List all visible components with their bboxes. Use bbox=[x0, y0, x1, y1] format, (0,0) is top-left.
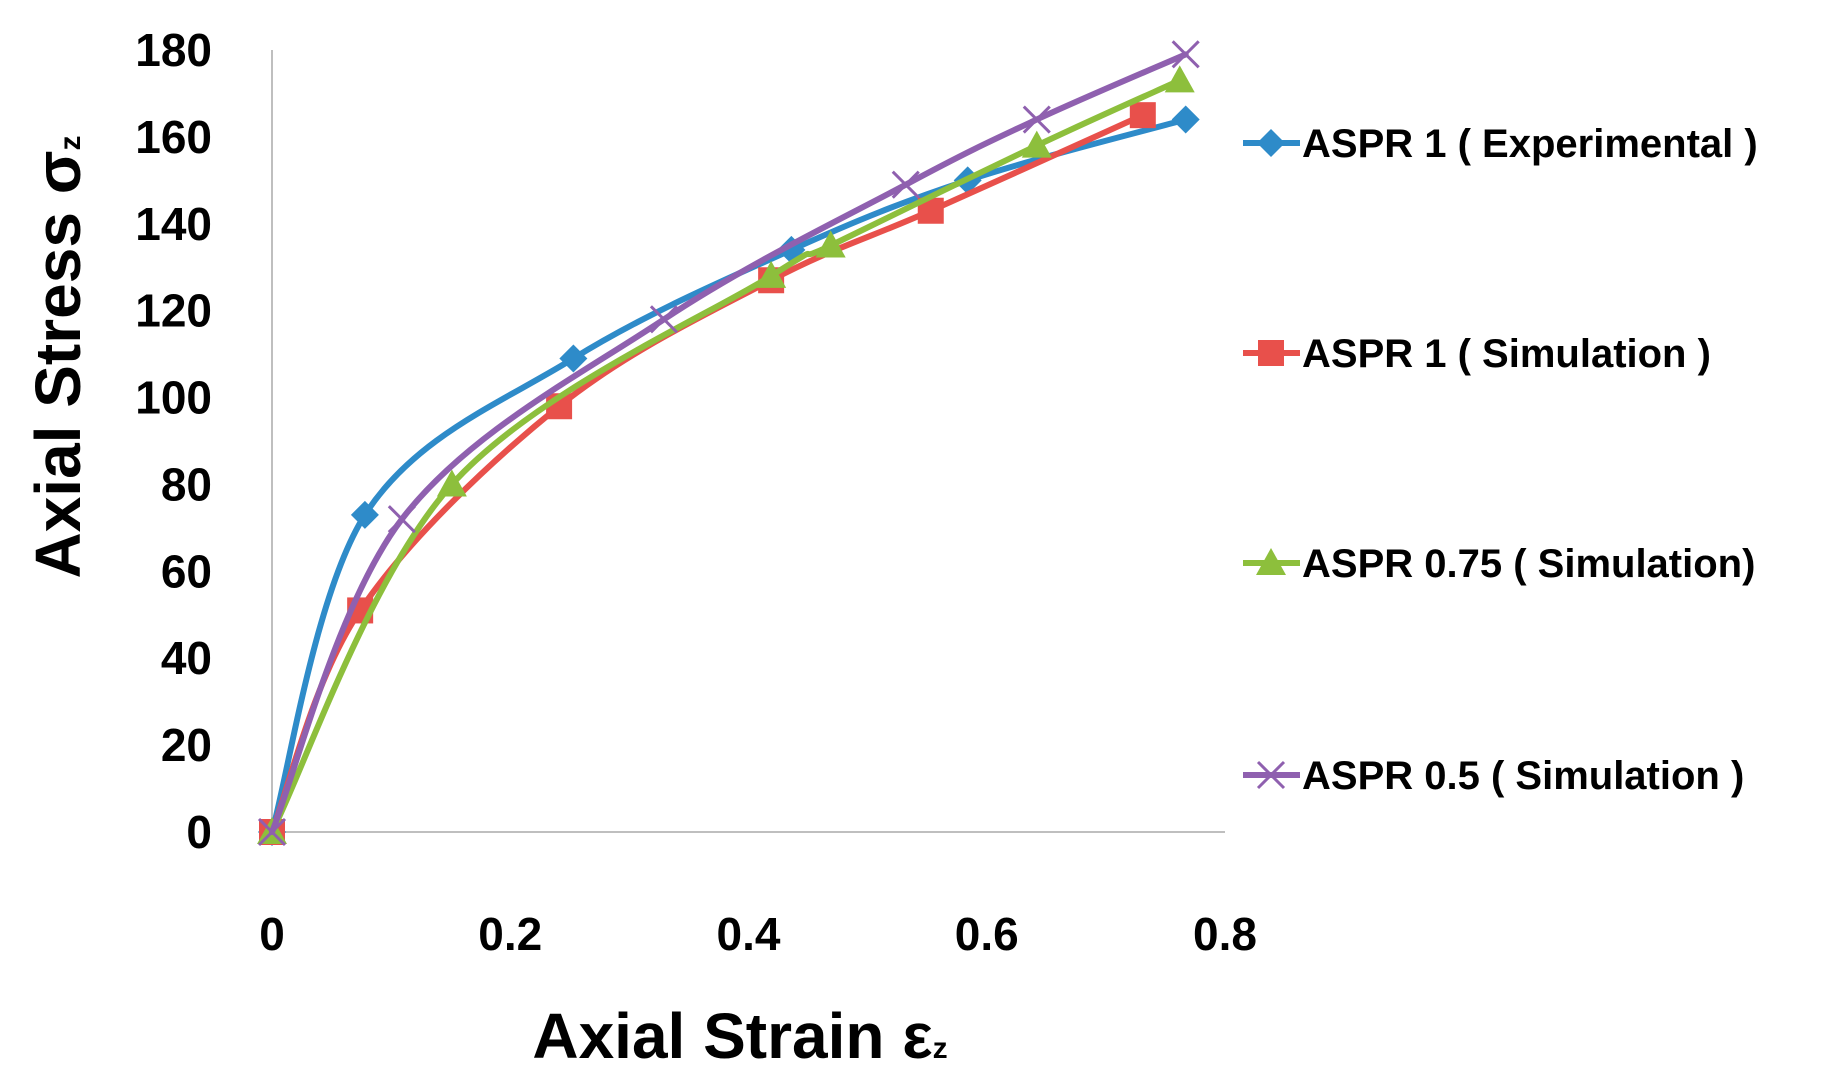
legend-label: ASPR 1 ( Experimental ) bbox=[1302, 122, 1758, 166]
data-point bbox=[891, 170, 920, 199]
x-axis-title: Axial Strain εz bbox=[532, 1000, 947, 1072]
x-tick-label: 0.6 bbox=[955, 908, 1019, 960]
x-tick-label: 0.4 bbox=[717, 908, 781, 960]
series-4 bbox=[257, 40, 1200, 847]
series-3 bbox=[257, 65, 1195, 844]
series-1 bbox=[258, 105, 1200, 846]
y-tick-label: 120 bbox=[135, 285, 212, 337]
y-tick-label: 0 bbox=[186, 806, 212, 858]
marker-stroke bbox=[387, 505, 416, 534]
marker-stroke bbox=[1022, 105, 1051, 134]
y-axis-title-main: Axial Stress σ bbox=[22, 151, 94, 579]
y-axis-title-sub: z bbox=[54, 136, 87, 151]
marker-stroke bbox=[649, 305, 678, 334]
marker-stroke bbox=[257, 817, 287, 847]
series-line bbox=[269, 51, 1189, 835]
x-tick-label: 0.2 bbox=[478, 908, 542, 960]
x-tick-label: 0 bbox=[259, 908, 285, 960]
marker-stroke bbox=[891, 170, 920, 199]
series-layer bbox=[257, 40, 1200, 847]
legend-marker bbox=[1256, 548, 1286, 575]
data-point bbox=[436, 469, 467, 497]
data-point bbox=[756, 260, 787, 288]
legend: ASPR 1 ( Experimental ) ASPR 1 ( Simulati… bbox=[1243, 122, 1758, 798]
x-axis-title-main: Axial Strain ε bbox=[532, 1000, 932, 1072]
legend-marker bbox=[1256, 760, 1286, 790]
legend-item: ASPR 1 ( Simulation ) bbox=[1243, 332, 1711, 376]
y-tick-label: 60 bbox=[161, 545, 212, 597]
y-axis-title: Axial Stress σz bbox=[22, 136, 94, 579]
legend-label: ASPR 0.5 ( Simulation ) bbox=[1302, 754, 1744, 798]
legend-marker bbox=[1257, 129, 1285, 157]
series-2 bbox=[259, 102, 1156, 845]
legend-item: ASPR 1 ( Experimental ) bbox=[1243, 122, 1758, 166]
legend-label: ASPR 0.75 ( Simulation) bbox=[1302, 542, 1755, 586]
marker-stroke bbox=[1171, 40, 1200, 69]
y-tick-label: 20 bbox=[161, 719, 212, 771]
series-line bbox=[269, 116, 1189, 835]
data-point bbox=[1171, 40, 1200, 69]
y-tick-label: 80 bbox=[161, 458, 212, 510]
legend-item: ASPR 0.75 ( Simulation) bbox=[1243, 542, 1755, 586]
series-line bbox=[269, 77, 1183, 835]
y-tick-label: 160 bbox=[135, 111, 212, 163]
legend-label: ASPR 1 ( Simulation ) bbox=[1302, 332, 1711, 376]
y-tick-label: 140 bbox=[135, 198, 212, 250]
y-tick-labels: 0 20 40 60 80 100 120 140 160 180 bbox=[135, 24, 212, 858]
legend-item: ASPR 0.5 ( Simulation ) bbox=[1243, 754, 1744, 798]
axes bbox=[271, 50, 1225, 833]
data-point bbox=[257, 817, 287, 847]
x-tick-labels: 0 0.2 0.4 0.6 0.8 bbox=[259, 908, 1257, 960]
y-tick-label: 40 bbox=[161, 632, 212, 684]
data-point bbox=[815, 230, 846, 258]
data-point bbox=[1021, 130, 1052, 158]
data-point bbox=[1164, 65, 1195, 93]
series-line bbox=[269, 112, 1146, 835]
legend-marker bbox=[1258, 340, 1284, 366]
data-point bbox=[1129, 102, 1156, 129]
data-point bbox=[559, 344, 588, 373]
data-point bbox=[387, 505, 416, 534]
x-axis-title-sub: z bbox=[933, 1032, 948, 1065]
y-tick-label: 180 bbox=[135, 24, 212, 76]
data-point bbox=[1171, 105, 1200, 134]
data-point bbox=[350, 500, 379, 529]
data-point bbox=[1022, 105, 1051, 134]
y-tick-label: 100 bbox=[135, 372, 212, 424]
data-point bbox=[649, 305, 678, 334]
x-tick-label: 0.8 bbox=[1193, 908, 1257, 960]
marker-stroke bbox=[1256, 760, 1286, 790]
